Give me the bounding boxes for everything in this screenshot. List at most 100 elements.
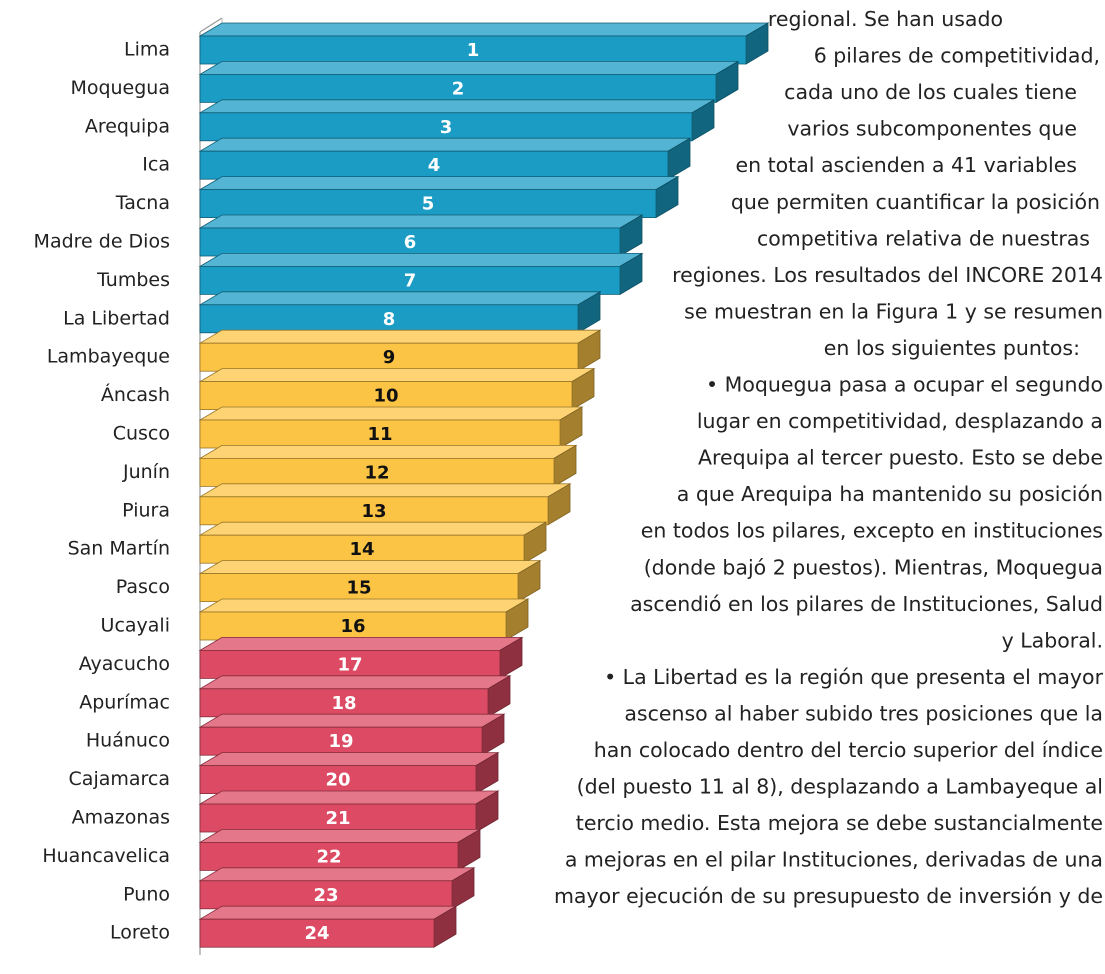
data-label: 12 <box>364 462 389 483</box>
category-label: Junín <box>122 461 170 483</box>
bar-front <box>199 842 459 871</box>
bar <box>198 828 482 872</box>
data-label: 18 <box>331 693 356 714</box>
bar-front <box>199 381 573 411</box>
bar-front <box>199 803 477 833</box>
data-label: 23 <box>313 885 338 906</box>
data-label: 14 <box>349 539 374 560</box>
bar-top <box>198 406 584 421</box>
bar-front <box>199 573 519 602</box>
bar-top <box>198 752 500 766</box>
bar-top <box>198 99 716 114</box>
data-label: 9 <box>383 347 396 368</box>
bar-front <box>199 74 717 103</box>
data-label: 2 <box>452 78 465 99</box>
bar-front <box>199 650 501 679</box>
data-label: 4 <box>428 155 441 176</box>
bar <box>198 406 584 449</box>
category-label: Puno <box>123 883 170 905</box>
category-label: Huancavelica <box>42 845 170 867</box>
bar <box>198 99 716 142</box>
paragraph-line: en los siguientes puntos: <box>824 336 1080 360</box>
category-label: Loreto <box>110 922 170 944</box>
category-label: Lambayeque <box>47 346 170 368</box>
bar <box>198 598 530 641</box>
category-label: Tacna <box>115 192 170 214</box>
bar-front <box>199 35 747 65</box>
data-label: 19 <box>328 731 353 752</box>
bar-top <box>198 291 602 306</box>
bar-top <box>198 329 602 344</box>
category-label: Arequipa <box>85 115 170 137</box>
category-label: Pasco <box>116 576 170 598</box>
category-label: Piura <box>122 499 170 521</box>
paragraph-line: varios subcomponentes que <box>787 117 1077 141</box>
category-label: Ica <box>142 154 170 176</box>
category-label: Cajamarca <box>69 768 170 790</box>
bar-top <box>198 598 530 613</box>
bar-top <box>198 176 680 191</box>
bar <box>198 60 740 104</box>
bar <box>198 329 602 372</box>
bar-top <box>198 61 740 75</box>
bar-top <box>198 22 770 37</box>
bar-front <box>199 880 453 910</box>
paragraph-line: regiones. Los resultados del INCORE 2014 <box>672 263 1103 287</box>
paragraph-line: (del puesto 11 al 8), desplazando a Lamb… <box>577 775 1103 799</box>
bar-top <box>198 214 644 229</box>
paragraph-line: y Laboral. <box>1002 628 1103 652</box>
bar-front <box>199 304 579 334</box>
bar-front <box>199 611 507 641</box>
paragraph-line: a mejoras en el pilar Instituciones, der… <box>565 848 1103 872</box>
category-label: Huánuco <box>86 730 170 752</box>
paragraph-line: cada uno de los cuales tiene <box>784 80 1077 104</box>
bar-front <box>199 534 525 564</box>
bar-front <box>199 419 561 449</box>
bar <box>198 751 500 795</box>
data-label: 22 <box>316 846 341 867</box>
paragraph-line: lugar en competitividad, desplazando a <box>697 409 1103 433</box>
bar <box>198 713 506 756</box>
bar <box>198 137 692 180</box>
paragraph-line: se muestran en la Figura 1 y se resumen <box>684 299 1103 323</box>
bar-top <box>198 867 476 882</box>
data-label: 8 <box>383 309 396 330</box>
bar <box>198 790 500 833</box>
category-label: Ayacucho <box>79 653 170 675</box>
paragraph-line: en total ascienden a 41 variables <box>735 153 1077 177</box>
bar-top <box>198 521 548 536</box>
data-label: 17 <box>337 654 362 675</box>
bar-top <box>198 252 644 267</box>
data-label: 21 <box>325 808 350 829</box>
bar <box>198 22 770 65</box>
data-label: 16 <box>340 616 365 637</box>
data-label: 1 <box>467 40 480 61</box>
paragraph-line: en todos los pilares, excepto en institu… <box>641 519 1103 543</box>
bar-front <box>199 765 477 794</box>
paragraph-line: han colocado dentro del tercio superior … <box>594 738 1103 762</box>
paragraph-line: Arequipa al tercer puesto. Esto se debe <box>698 446 1103 470</box>
category-label: Ucayali <box>101 615 170 637</box>
paragraph-line: 6 pilares de competitividad, <box>814 44 1100 68</box>
category-label: Moquegua <box>70 77 170 99</box>
bar-top <box>198 560 542 574</box>
bar-top <box>198 444 578 459</box>
bar-front <box>199 918 435 948</box>
chart-wall <box>199 17 223 33</box>
data-label: 11 <box>367 424 392 445</box>
paragraph-line: que permiten cuantificar la posición <box>731 190 1100 214</box>
bar-front <box>199 150 669 180</box>
data-label: 15 <box>346 578 371 599</box>
paragraph-line: a que Arequipa ha mantenido su posición <box>677 482 1103 506</box>
bar <box>198 559 542 603</box>
paragraph-line: regional. Se han usado <box>768 7 1003 31</box>
bar-top <box>198 637 524 651</box>
category-label: Amazonas <box>72 807 170 829</box>
data-label: 3 <box>440 117 453 138</box>
data-label: 20 <box>325 770 350 791</box>
category-label: Áncash <box>101 383 170 406</box>
bar-top <box>198 368 596 383</box>
bar <box>198 636 524 680</box>
bar-top <box>198 713 506 728</box>
